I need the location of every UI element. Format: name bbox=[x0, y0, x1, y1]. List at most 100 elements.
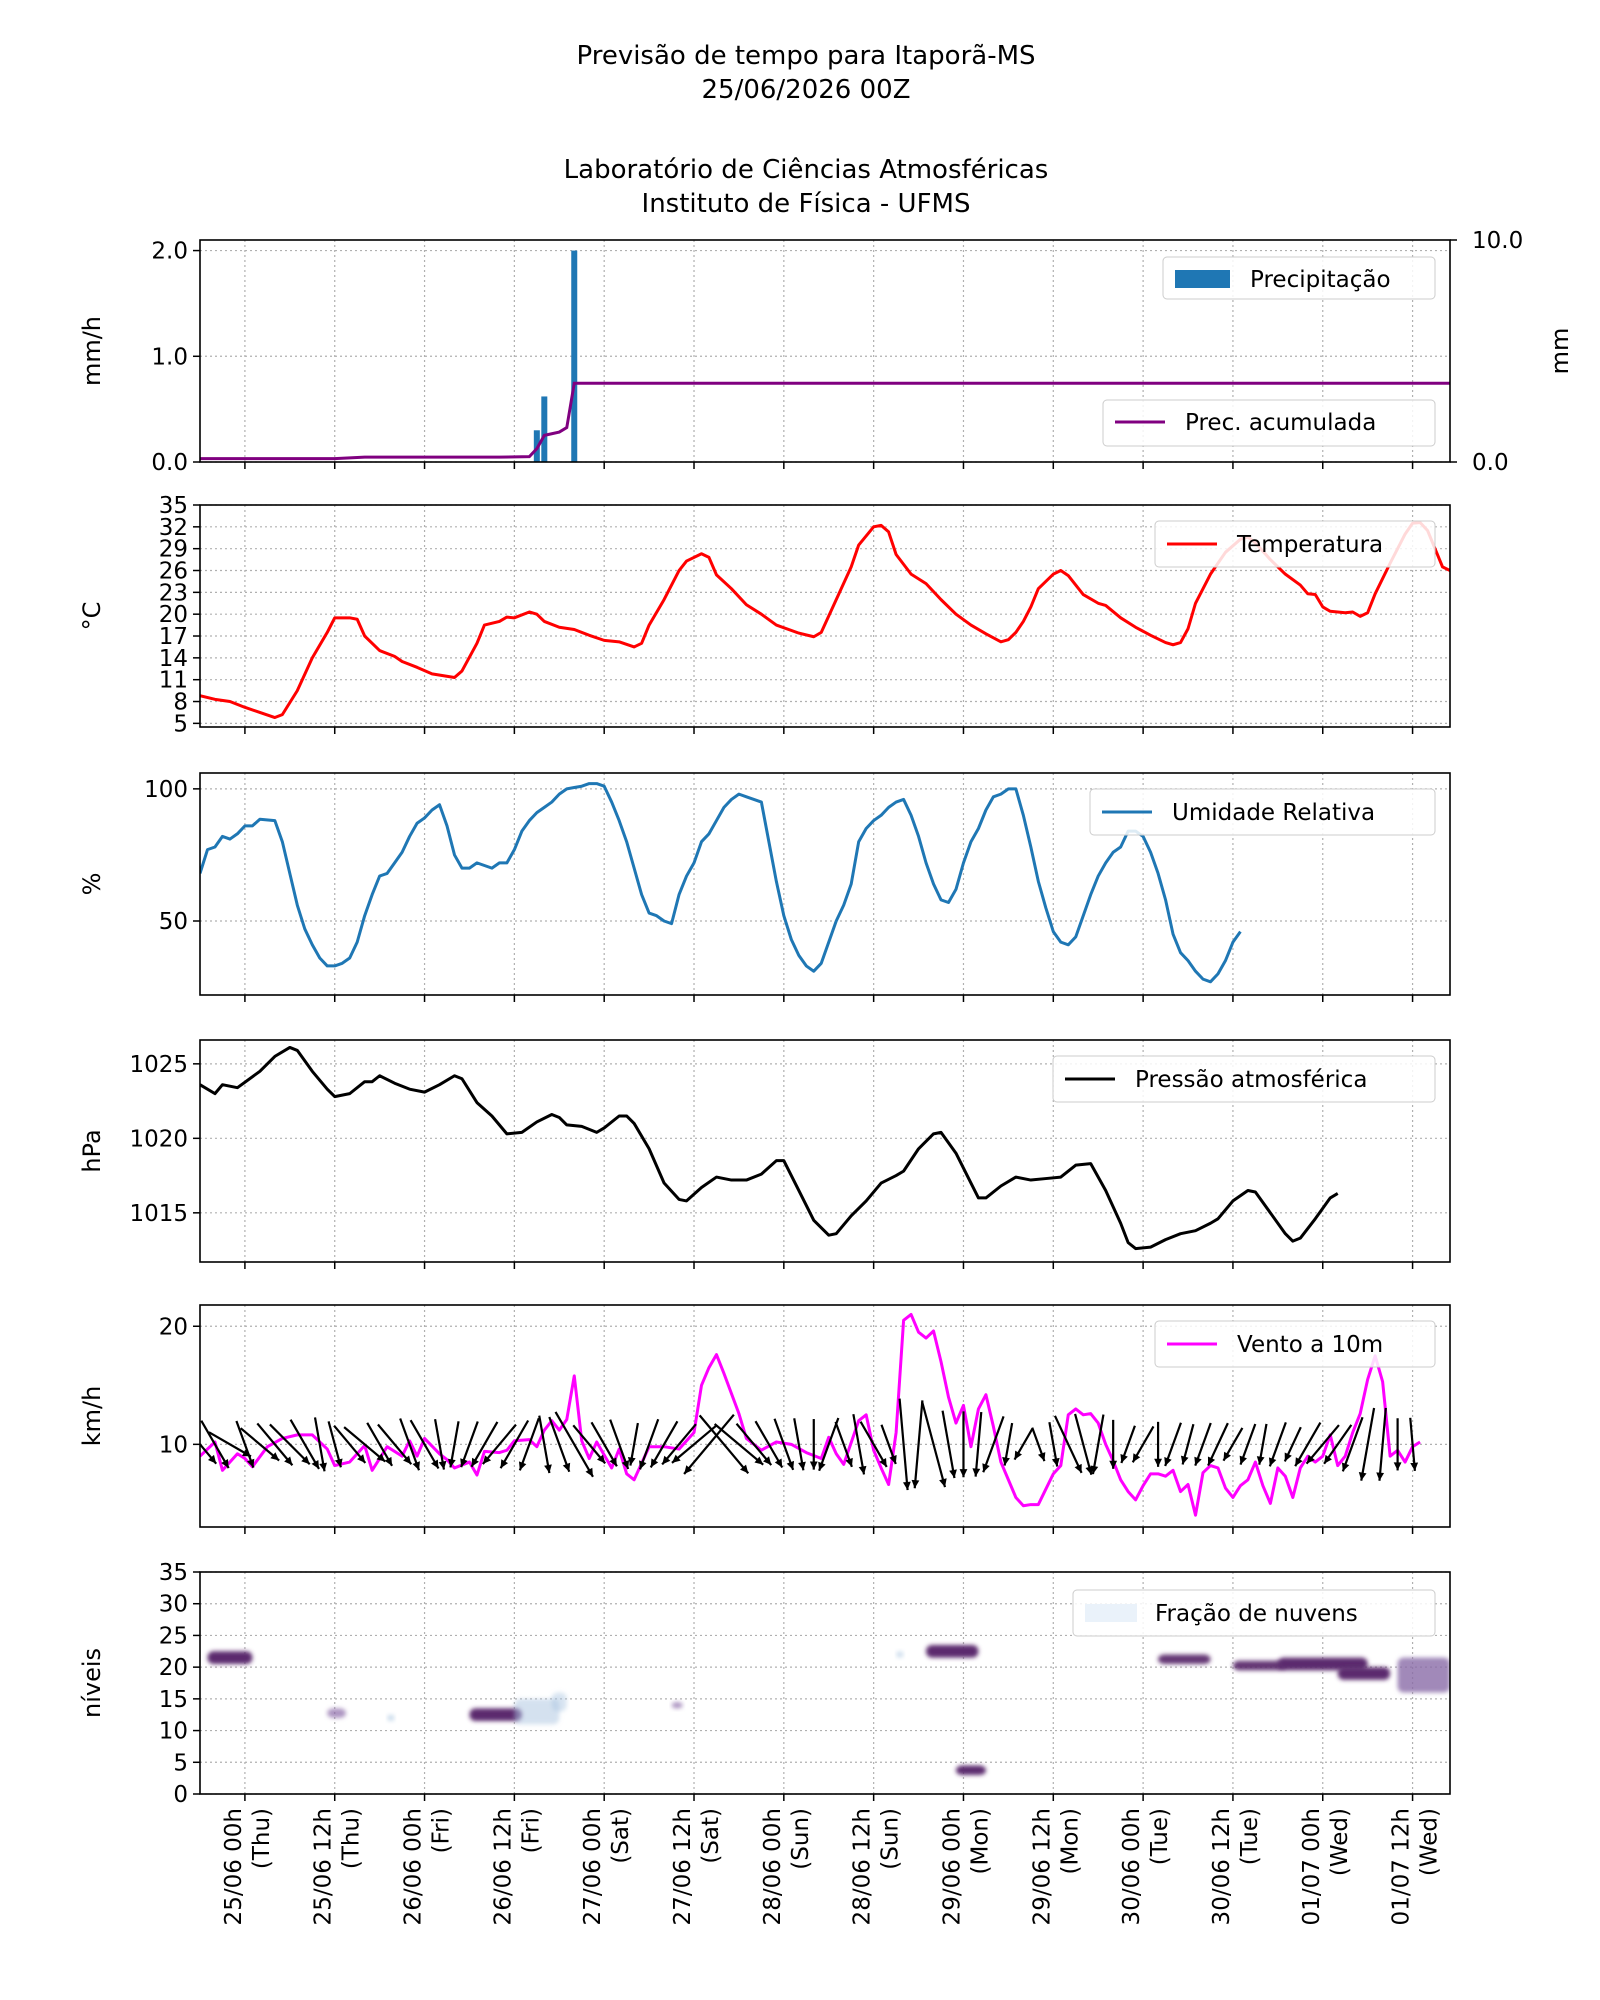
wind-arrow-head bbox=[650, 1458, 659, 1468]
panel-data bbox=[200, 782, 1242, 984]
x-tick-label-group: 29/06 12h (Mon) bbox=[1029, 1808, 1083, 1925]
wind-arrow bbox=[649, 1420, 679, 1468]
y-tick-label: 26 bbox=[159, 559, 188, 585]
cloud-blob bbox=[514, 1698, 560, 1725]
wind-arrow-head bbox=[447, 1458, 456, 1468]
wind-arrow-head bbox=[798, 1461, 806, 1471]
wind-arrow-head bbox=[949, 1469, 957, 1479]
x-tick-label-group: 01/07 00h (Wed) bbox=[1299, 1808, 1353, 1925]
wind-arrow-head bbox=[460, 1458, 468, 1468]
wind-arrow-head bbox=[1109, 1460, 1118, 1469]
wind-arrow-head bbox=[671, 1454, 681, 1463]
wind-arrow bbox=[518, 1417, 540, 1471]
wind-arrow-head bbox=[774, 1458, 783, 1468]
x-tick-day: (Mon) bbox=[1057, 1808, 1083, 1874]
wind-arrow bbox=[1294, 1421, 1322, 1467]
wind-arrow bbox=[1341, 1416, 1364, 1472]
x-tick-day: (Sat) bbox=[608, 1808, 634, 1864]
y-tick-label: 100 bbox=[144, 777, 188, 803]
wind-arrow-head bbox=[431, 1459, 439, 1469]
x-tick-date: 28/06 00h bbox=[760, 1808, 786, 1925]
wind-arrow-head bbox=[207, 1454, 217, 1464]
x-tick-date: 01/07 12h bbox=[1389, 1808, 1415, 1925]
y-tick-label: 35 bbox=[159, 493, 188, 519]
wind-arrow bbox=[609, 1419, 630, 1470]
x-tick-date: 26/06 00h bbox=[401, 1808, 427, 1925]
cloud-blob bbox=[1158, 1654, 1211, 1664]
wind-arrow-head bbox=[740, 1464, 749, 1474]
wind-arrow-head bbox=[1376, 1472, 1385, 1481]
wind-arrow-head bbox=[357, 1454, 366, 1463]
wind-arrow-head bbox=[1051, 1457, 1060, 1467]
wind-arrow bbox=[235, 1420, 255, 1469]
wind-arrow-head bbox=[786, 1460, 795, 1470]
wind-arrow bbox=[470, 1421, 499, 1468]
cloud-blob bbox=[671, 1702, 683, 1709]
cloud-blob bbox=[926, 1644, 979, 1658]
x-tick-label-group: 30/06 12h (Tue) bbox=[1209, 1808, 1263, 1925]
wind-arrow bbox=[754, 1420, 784, 1469]
wind-arrow-head bbox=[1324, 1454, 1332, 1464]
wind-arrow-head bbox=[1207, 1456, 1216, 1466]
cloud-blob bbox=[469, 1708, 522, 1722]
wind-arrow-head bbox=[1410, 1462, 1419, 1471]
legend-label: Umidade Relativa bbox=[1172, 800, 1375, 826]
wind-arrow bbox=[482, 1423, 517, 1465]
x-tick-date: 26/06 12h bbox=[490, 1808, 516, 1925]
wind-arrow-head bbox=[284, 1456, 293, 1466]
wind-arrow bbox=[982, 1416, 1005, 1473]
wind-arrow bbox=[572, 1424, 607, 1465]
wind-arrow bbox=[671, 1424, 717, 1464]
cloud-blob bbox=[1337, 1667, 1391, 1680]
wind-arrow-head bbox=[246, 1458, 255, 1468]
x-tick-label-group: 29/06 00h (Mon) bbox=[939, 1808, 993, 1925]
title-line2: 25/06/2026 00Z bbox=[701, 75, 910, 105]
x-tick-label-group: 27/06 12h (Sat) bbox=[670, 1808, 724, 1925]
y-tick-label: 10 bbox=[159, 1719, 188, 1745]
wind-arrow-head bbox=[319, 1462, 327, 1472]
y-tick-label: 14 bbox=[159, 646, 188, 672]
cloud-blob bbox=[955, 1765, 986, 1775]
wind-arrow-head bbox=[858, 1465, 867, 1475]
wind-arrow-head bbox=[562, 1462, 571, 1472]
wind-arrow bbox=[313, 1417, 326, 1472]
x-tick-day: (Wed) bbox=[1417, 1808, 1443, 1876]
y-tick-label: 20 bbox=[159, 1655, 188, 1681]
x-tick-day: (Sun) bbox=[788, 1808, 814, 1870]
wind-arrow bbox=[538, 1415, 551, 1474]
wind-arrow-head bbox=[818, 1461, 826, 1471]
wind-arrow bbox=[1091, 1414, 1105, 1475]
wind-arrow-head bbox=[412, 1461, 420, 1471]
x-tick-label-group: 01/07 12h (Wed) bbox=[1389, 1808, 1443, 1925]
panel-frame bbox=[199, 504, 1451, 728]
wind-arrow-head bbox=[939, 1478, 947, 1488]
y-tick-label: 1025 bbox=[129, 1052, 188, 1078]
y-tick-label: 1.0 bbox=[151, 344, 188, 370]
wind-arrow bbox=[661, 1423, 697, 1466]
wind-arrow bbox=[735, 1422, 773, 1466]
wind-arrow-head bbox=[403, 1455, 412, 1465]
panel-frame bbox=[199, 1039, 1451, 1263]
chart-panels: 0.0 1.0 2.0 mm/h 0.0 10.0 mm Precipitação Prec. … bbox=[78, 228, 1574, 1808]
x-tick-date: 29/06 12h bbox=[1029, 1808, 1055, 1925]
wind-arrow-head bbox=[972, 1468, 981, 1477]
x-tick-day: (Tue) bbox=[1237, 1808, 1263, 1865]
wind-arrow-head bbox=[1284, 1452, 1292, 1462]
x-tick-label-group: 27/06 00h (Sat) bbox=[580, 1808, 634, 1925]
wind-arrow bbox=[1409, 1417, 1416, 1471]
wind-arrow-head bbox=[1194, 1456, 1202, 1466]
y-tick-label: 35 bbox=[159, 1560, 188, 1586]
y-tick-label: 8 bbox=[173, 690, 188, 716]
y-tick-label: 23 bbox=[159, 580, 188, 606]
cloud-blob bbox=[327, 1708, 346, 1718]
x-tick-date: 27/06 00h bbox=[580, 1808, 606, 1925]
y-axis-label: níveis bbox=[78, 1648, 106, 1718]
y-tick-label: 20 bbox=[159, 602, 188, 628]
y-tick-label: 50 bbox=[159, 909, 188, 935]
wind-arrow-head bbox=[1164, 1457, 1172, 1466]
panel-precipitation: 0.0 1.0 2.0 mm/h 0.0 10.0 mm Precipitação Prec. … bbox=[78, 228, 1574, 476]
precip-bar bbox=[541, 396, 548, 462]
wind-arrow-head bbox=[384, 1456, 393, 1466]
